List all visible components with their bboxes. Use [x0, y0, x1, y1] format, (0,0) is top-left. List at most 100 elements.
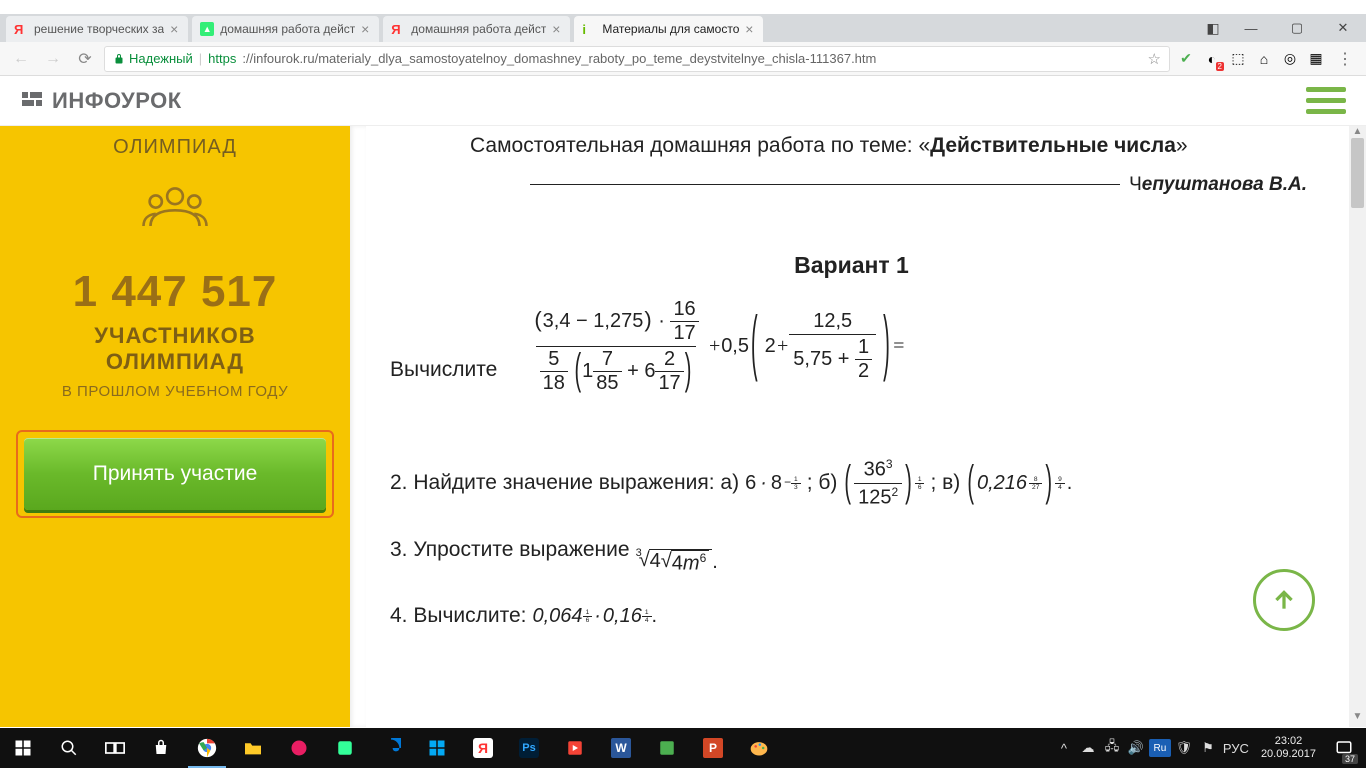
document-content: Самостоятельная домашняя работа по теме:… [366, 126, 1349, 727]
extension-icon[interactable]: ◎ [1280, 49, 1300, 69]
explorer-icon[interactable] [230, 728, 276, 768]
formula-3: 3√ 4√4m6 . [636, 549, 718, 576]
defender-icon[interactable]: 🛡 [1173, 728, 1195, 768]
extension-icon[interactable]: ⬚ [1228, 49, 1248, 69]
start-button[interactable] [0, 728, 46, 768]
photoshop-icon[interactable]: Ps [506, 728, 552, 768]
sidebar-line: В ПРОШЛОМ УЧЕБНОМ ГОДУ [16, 383, 334, 400]
formula-2b: ( 3631252 )16 [843, 456, 924, 510]
flag-icon[interactable]: ⚑ [1197, 728, 1219, 768]
notifications-button[interactable]: 37 [1326, 728, 1362, 768]
task3-label: 3. Упростите выражение [390, 538, 630, 562]
paint-icon[interactable] [736, 728, 782, 768]
app-icon[interactable] [644, 728, 690, 768]
badge: 2 [1216, 62, 1224, 71]
tab-title: домашняя работа дейст [220, 22, 355, 36]
taskbar: Я Ps W P ^ ☁ 🖧 🔊 Ru 🛡 ⚑ РУС 23:02 20.09.… [0, 728, 1366, 768]
store-icon[interactable] [138, 728, 184, 768]
people-icon [140, 181, 210, 236]
secure-label: Надежный [129, 51, 193, 66]
notif-badge: 37 [1342, 754, 1358, 764]
adblock-icon[interactable]: ✔ [1176, 49, 1196, 69]
pin-icon[interactable]: ◧ [1198, 14, 1228, 42]
network-icon[interactable]: 🖧 [1101, 728, 1123, 768]
join-button[interactable]: Принять участие [24, 438, 326, 510]
participants-count: 1 447 517 [16, 267, 334, 317]
task1-label: Вычислите [390, 358, 497, 382]
task4-label: 4. Вычислите: [390, 604, 527, 628]
sidebar-line: УЧАСТНИКОВ [16, 323, 334, 349]
scroll-down-icon[interactable]: ▼ [1349, 711, 1366, 727]
app-icon[interactable] [322, 728, 368, 768]
tab-0[interactable]: Я решение творческих за × [6, 16, 188, 42]
lock-icon [113, 53, 125, 65]
chrome-icon[interactable] [184, 728, 230, 768]
url-scheme: https [208, 51, 236, 66]
title-post: » [1176, 134, 1188, 157]
forward-button[interactable]: → [40, 46, 66, 72]
secure-badge: Надежный [113, 51, 193, 66]
tab-1[interactable]: ▲ домашняя работа дейст × [192, 16, 379, 42]
address-bar: ← → ⟳ Надежный | https ://infourok.ru/ma… [0, 42, 1366, 76]
app-icon[interactable] [552, 728, 598, 768]
volume-icon[interactable]: 🔊 [1125, 728, 1147, 768]
title-pre: Самостоятельная домашняя работа по теме:… [470, 134, 930, 157]
url-input[interactable]: Надежный | https ://infourok.ru/material… [104, 46, 1170, 72]
formula-2c: (0,216827)94. [966, 472, 1072, 495]
close-icon[interactable]: × [168, 23, 180, 35]
close-button[interactable]: ✕ [1320, 14, 1366, 42]
title-bold: Действительные числа [930, 134, 1176, 157]
task-2: 2. Найдите значение выражения: а) 6·8−13… [390, 456, 1313, 510]
menu-button[interactable] [1306, 86, 1346, 116]
app-icon[interactable] [414, 728, 460, 768]
tab-2[interactable]: Я домашняя работа дейст × [383, 16, 570, 42]
doc-title: Самостоятельная домашняя работа по теме:… [390, 134, 1313, 158]
tab-title: Материалы для самосто [602, 22, 739, 36]
close-icon[interactable]: × [550, 23, 562, 35]
task-view-button[interactable] [92, 728, 138, 768]
task-3: 3. Упростите выражение 3√ 4√4m6 . [390, 538, 1313, 576]
onedrive-icon[interactable]: ☁ [1077, 728, 1099, 768]
powerpoint-icon[interactable]: P [690, 728, 736, 768]
close-icon[interactable]: × [359, 23, 371, 35]
extension-icon[interactable]: ⌂ [1254, 49, 1274, 69]
scrollbar[interactable]: ▲ ▼ [1349, 126, 1366, 727]
reload-button[interactable]: ⟳ [72, 46, 98, 72]
edge-icon[interactable] [368, 728, 414, 768]
search-button[interactable] [46, 728, 92, 768]
word-icon[interactable]: W [598, 728, 644, 768]
app-icon[interactable] [276, 728, 322, 768]
url-rest: ://infourok.ru/materialy_dlya_samostoyat… [242, 51, 876, 66]
menu-button[interactable]: ⋮ [1332, 46, 1358, 72]
time: 23:02 [1261, 735, 1316, 748]
arrow-up-icon [1271, 587, 1297, 613]
task-1: Вычислите (3,4 − 1,275) · 1617 518 (1785… [390, 297, 1313, 396]
yandex-icon[interactable]: Я [460, 728, 506, 768]
site-header: ИНФОУРОК [0, 76, 1366, 126]
extension-icon[interactable]: ▦ [1306, 49, 1326, 69]
infourok-icon: i [582, 22, 596, 36]
date: 20.09.2017 [1261, 748, 1316, 761]
back-button[interactable]: ← [8, 46, 34, 72]
keyboard-layout[interactable]: РУС [1221, 728, 1251, 768]
logo[interactable]: ИНФОУРОК [20, 88, 182, 114]
author: епуштанова В.А. [1142, 174, 1307, 195]
bookmark-icon[interactable]: ☆ [1148, 50, 1161, 68]
minimize-button[interactable]: — [1228, 14, 1274, 42]
tab-3[interactable]: i Материалы для самосто × [574, 16, 763, 42]
extension-icon[interactable]: ◐2 [1202, 49, 1222, 69]
olympiad-sidebar: ОЛИМПИАД 1 447 517 УЧАСТНИКОВ ОЛИМПИАД В… [0, 126, 350, 727]
maximize-button[interactable]: ▢ [1274, 14, 1320, 42]
scroll-thumb[interactable] [1351, 138, 1364, 208]
task2-label: 2. Найдите значение выражения: а) [390, 471, 739, 495]
close-icon[interactable]: × [743, 23, 755, 35]
lang-badge[interactable]: Ru [1149, 728, 1171, 768]
scroll-top-button[interactable] [1253, 569, 1315, 631]
author-line: Чепуштанова В.А. [390, 174, 1313, 196]
window-controls: ◧ — ▢ ✕ [1198, 14, 1366, 42]
clock[interactable]: 23:02 20.09.2017 [1253, 735, 1324, 761]
task-4: 4. Вычислите: 0,06416 · 0,1614. [390, 604, 1313, 628]
tray-chevron-icon[interactable]: ^ [1053, 728, 1075, 768]
sidebar-caption: ОЛИМПИАД [16, 136, 334, 159]
yandex-icon: Я [391, 22, 405, 36]
